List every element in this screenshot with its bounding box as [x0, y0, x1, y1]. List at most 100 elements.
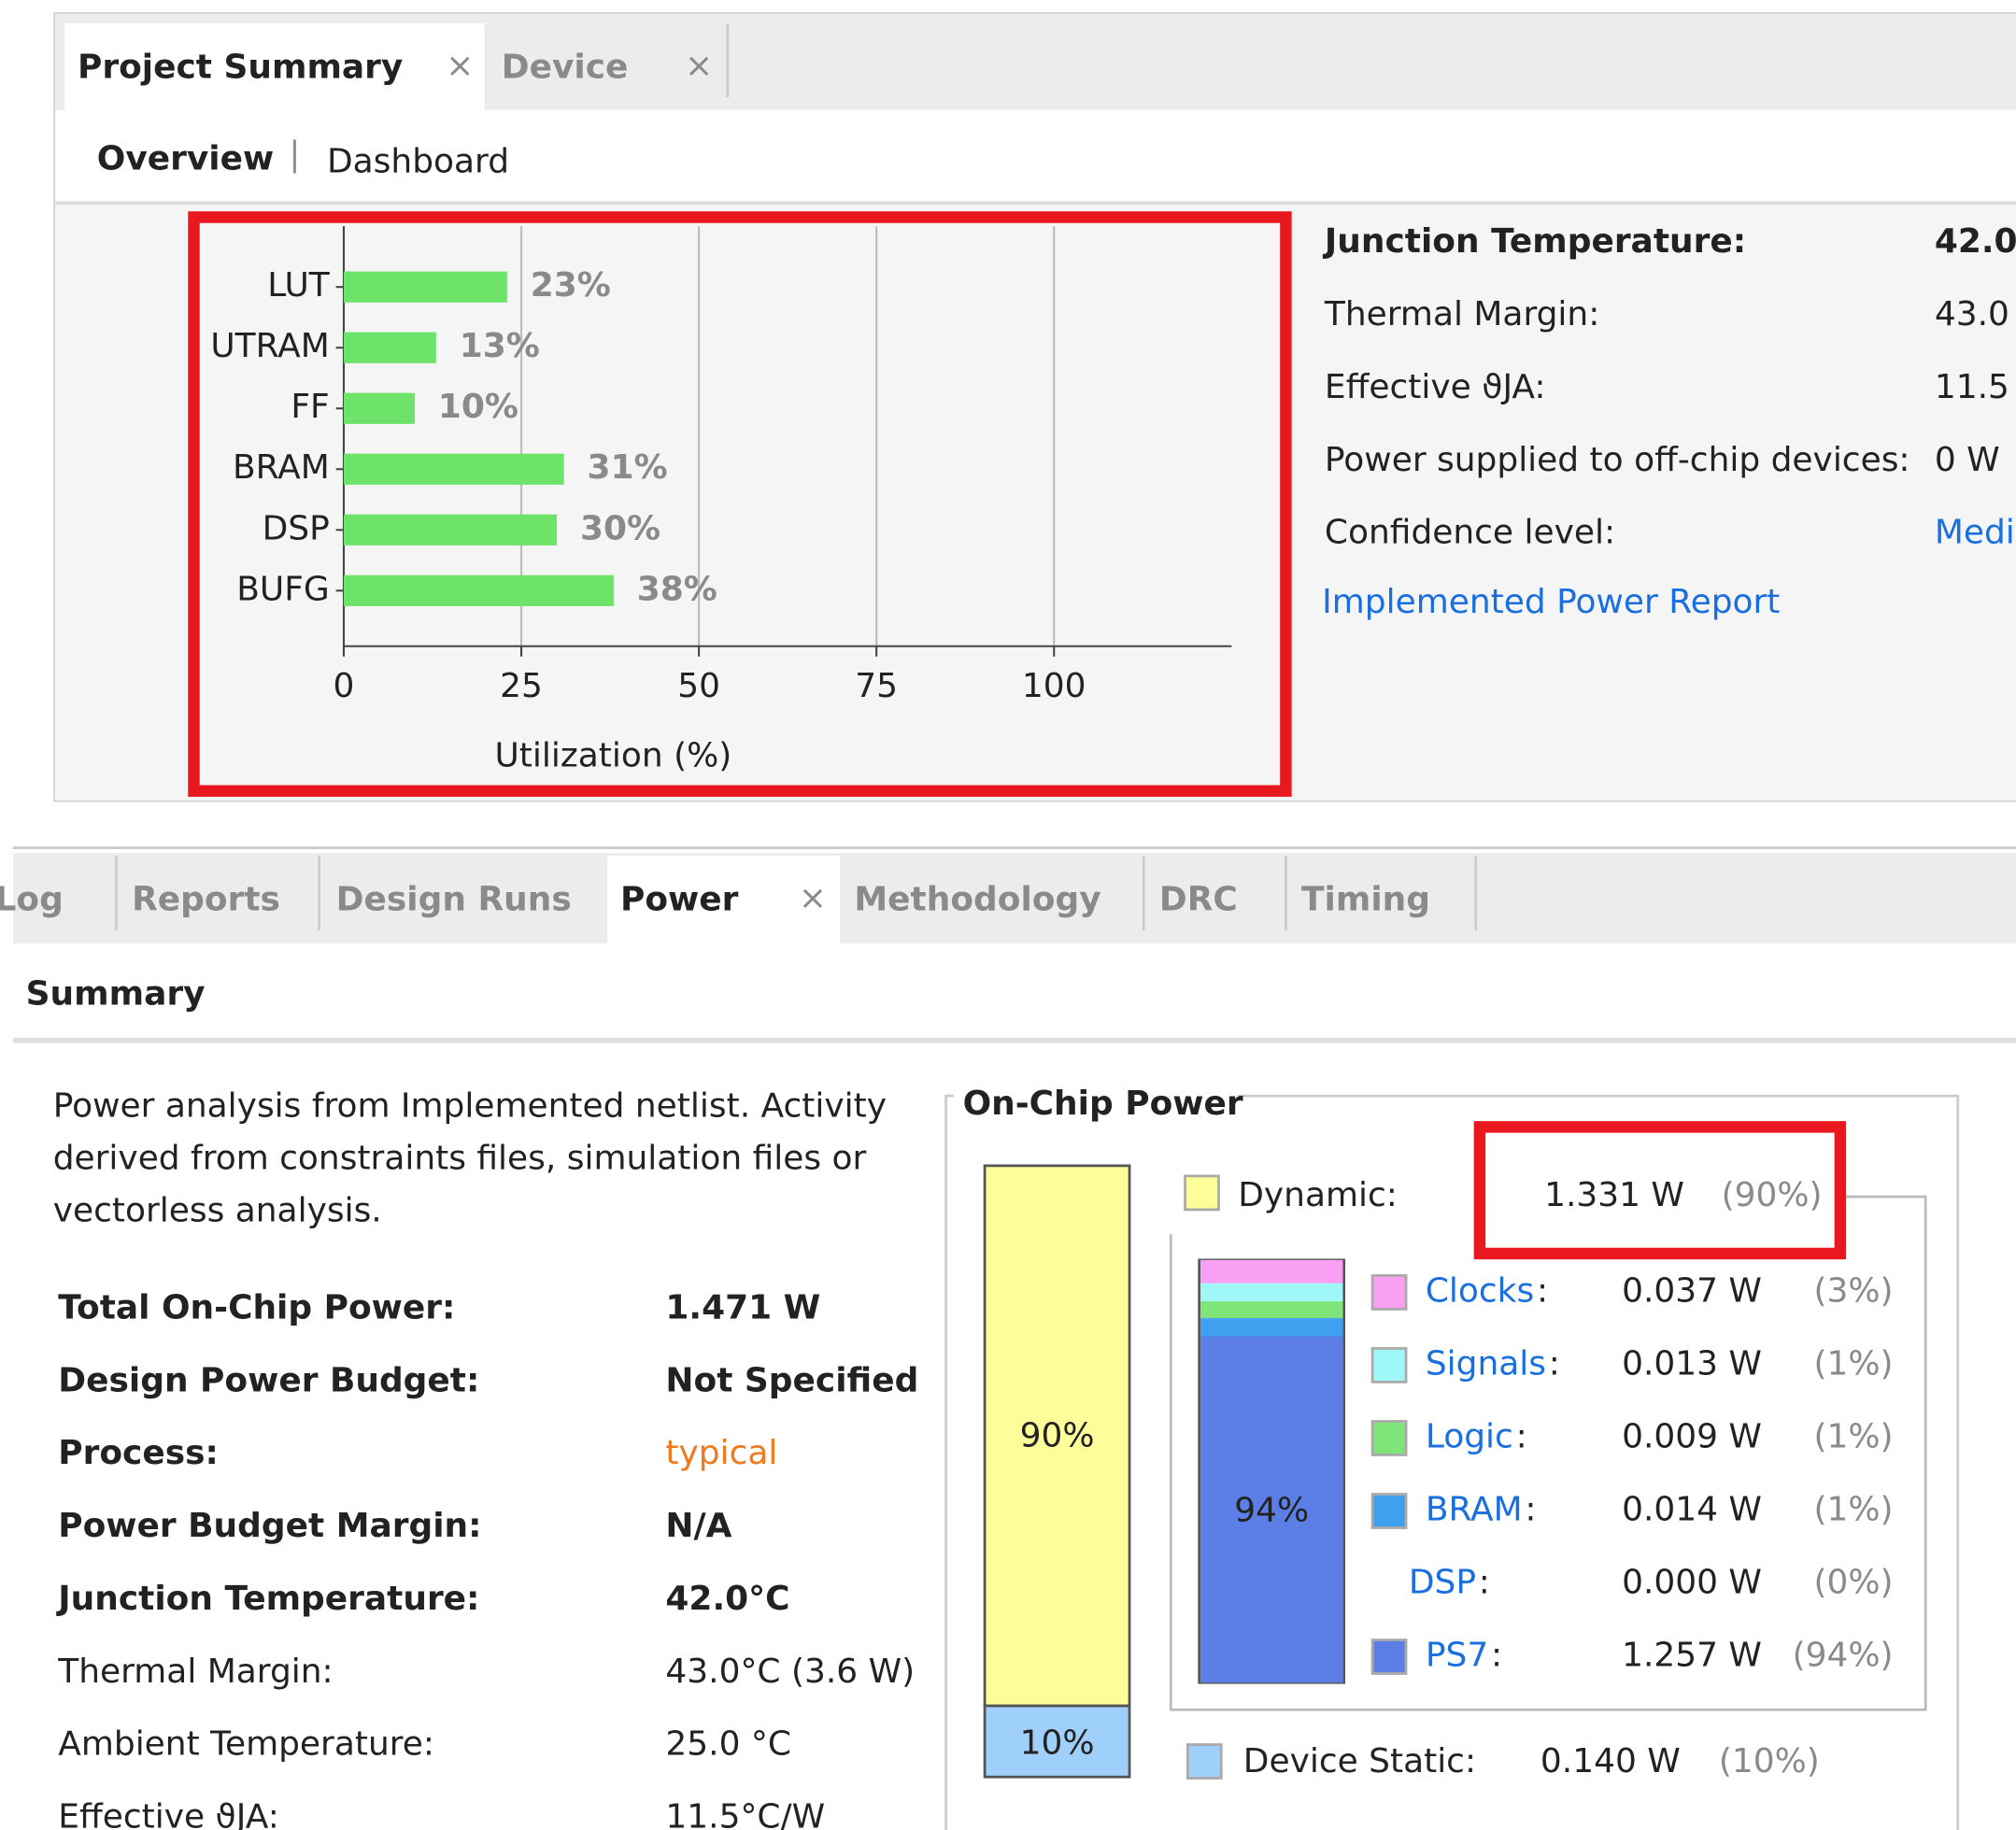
tab-label[interactable]: Methodology	[854, 880, 1100, 918]
breakdown-segment	[1200, 1259, 1343, 1284]
component-percent: (94%)	[1793, 1637, 1894, 1675]
tab-label[interactable]: Reports	[132, 880, 280, 918]
component-value: 1.257 W	[1622, 1637, 1762, 1675]
sub-tab[interactable]: Overview	[97, 140, 274, 178]
legend-swatch	[1185, 1743, 1223, 1780]
component-name[interactable]: BRAM	[1426, 1490, 1523, 1528]
row-value: 1.471 W	[665, 1288, 820, 1326]
tab-label[interactable]: Device	[502, 48, 629, 86]
value-label: 38%	[637, 570, 717, 608]
component-percent: (3%)	[1813, 1271, 1893, 1310]
row-label: Ambient Temperature:	[58, 1725, 434, 1764]
tab-label[interactable]: Project Summary	[78, 48, 403, 86]
value-label: 30%	[580, 509, 660, 547]
row-value: 42.0	[1935, 222, 2016, 261]
ui-text: Project Summary × Device × Overview Dashboard…	[0, 47, 2016, 1830]
component-value: 0.000 W	[1622, 1564, 1762, 1602]
row-value: Not Specified	[665, 1361, 918, 1399]
tab-label[interactable]: DRC	[1159, 880, 1238, 918]
legend-swatch	[1370, 1274, 1408, 1311]
row-value: N/A	[665, 1507, 731, 1545]
row-value: Medi	[1935, 514, 2015, 552]
link[interactable]: Implemented Power Report	[1322, 583, 1780, 621]
x-tick-label: 50	[677, 667, 720, 705]
component-percent: (1%)	[1813, 1344, 1893, 1383]
close-icon[interactable]: ×	[446, 47, 474, 85]
active-tab[interactable]	[607, 855, 841, 943]
x-tick-label: 0	[334, 667, 355, 705]
bar-label: 94%	[1234, 1492, 1309, 1530]
legend-swatch	[1370, 1638, 1408, 1675]
highlight-box	[1473, 1121, 1847, 1260]
component-name[interactable]: Clocks	[1426, 1271, 1534, 1310]
bar	[343, 575, 614, 606]
row-value: 11.5	[1935, 368, 2009, 406]
legend-label: Dynamic:	[1238, 1176, 1398, 1214]
bar	[343, 332, 436, 363]
sub-tab-bar	[55, 109, 2016, 204]
row-label: Design Power Budget:	[58, 1361, 479, 1399]
bar	[343, 453, 564, 485]
row-value: 43.0	[1935, 295, 2009, 333]
value-label: 23%	[531, 266, 611, 305]
value-label: 13%	[460, 327, 540, 365]
legend-swatch	[1370, 1493, 1408, 1529]
description-line: derived from constraints files, simulati…	[53, 1140, 867, 1178]
component-name[interactable]: Signals	[1426, 1344, 1546, 1383]
bar	[343, 392, 415, 424]
tab-bar	[12, 853, 2016, 943]
category-label: FF	[291, 388, 329, 426]
group-title-bg	[953, 1080, 1239, 1120]
row-value: 25.0 °C	[665, 1725, 791, 1764]
component-name[interactable]: Logic	[1426, 1417, 1513, 1455]
bar	[343, 514, 558, 546]
highlight-box	[188, 211, 1292, 797]
row-label: Thermal Margin:	[1324, 295, 1599, 333]
description-line: Power analysis from Implemented netlist.…	[53, 1087, 887, 1126]
close-icon[interactable]: ×	[799, 879, 827, 917]
label-suffix: :	[1525, 1490, 1536, 1528]
section-heading: Summary	[26, 974, 206, 1013]
row-value: 11.5°C/W	[665, 1798, 825, 1830]
bar-label: 10%	[1020, 1724, 1095, 1763]
static-segment	[983, 1704, 1131, 1779]
breakdown-segment	[1200, 1318, 1343, 1337]
close-icon[interactable]: ×	[685, 47, 713, 85]
row-value: 42.0°C	[665, 1580, 789, 1618]
x-tick-label: 25	[500, 667, 543, 705]
component-value: 0.037 W	[1622, 1271, 1762, 1310]
value-label: 31%	[588, 448, 668, 487]
label-suffix: :	[1491, 1637, 1502, 1675]
active-tab[interactable]	[64, 23, 485, 112]
x-tick-label: 100	[1022, 667, 1086, 705]
label-suffix: :	[1516, 1417, 1527, 1455]
breakdown-segment	[1200, 1283, 1343, 1302]
row-label: Thermal Margin:	[57, 1653, 333, 1691]
category-label: BRAM	[233, 448, 330, 487]
tab-label[interactable]: Design Runs	[336, 880, 572, 918]
bar	[343, 271, 507, 303]
category-label: DSP	[263, 509, 330, 547]
bar-label: 90%	[1020, 1416, 1095, 1454]
component-name[interactable]: PS7	[1426, 1637, 1488, 1675]
component-percent: (1%)	[1813, 1417, 1893, 1455]
row-label: Effective ϑJA:	[1325, 368, 1546, 406]
description-line: vectorless analysis.	[53, 1192, 382, 1230]
group-title: On-Chip Power	[963, 1085, 1243, 1123]
tab-label[interactable]: Power	[620, 880, 739, 918]
sub-tab[interactable]: Dashboard	[327, 142, 509, 180]
label-suffix: :	[1479, 1564, 1490, 1602]
tab-label[interactable]: Log	[0, 880, 64, 918]
row-value: typical	[665, 1434, 777, 1472]
group-box	[944, 1094, 1960, 1830]
row-label: Power supplied to off-chip devices:	[1325, 441, 1910, 479]
legend-swatch	[1370, 1347, 1408, 1383]
component-name[interactable]: DSP	[1409, 1564, 1476, 1602]
component-value: 0.013 W	[1622, 1344, 1762, 1383]
row-label: Junction Temperature:	[55, 1580, 479, 1618]
row-label: Power Budget Margin:	[58, 1507, 481, 1545]
tab-label[interactable]: Timing	[1301, 880, 1430, 918]
component-value: 0.009 W	[1622, 1417, 1762, 1455]
